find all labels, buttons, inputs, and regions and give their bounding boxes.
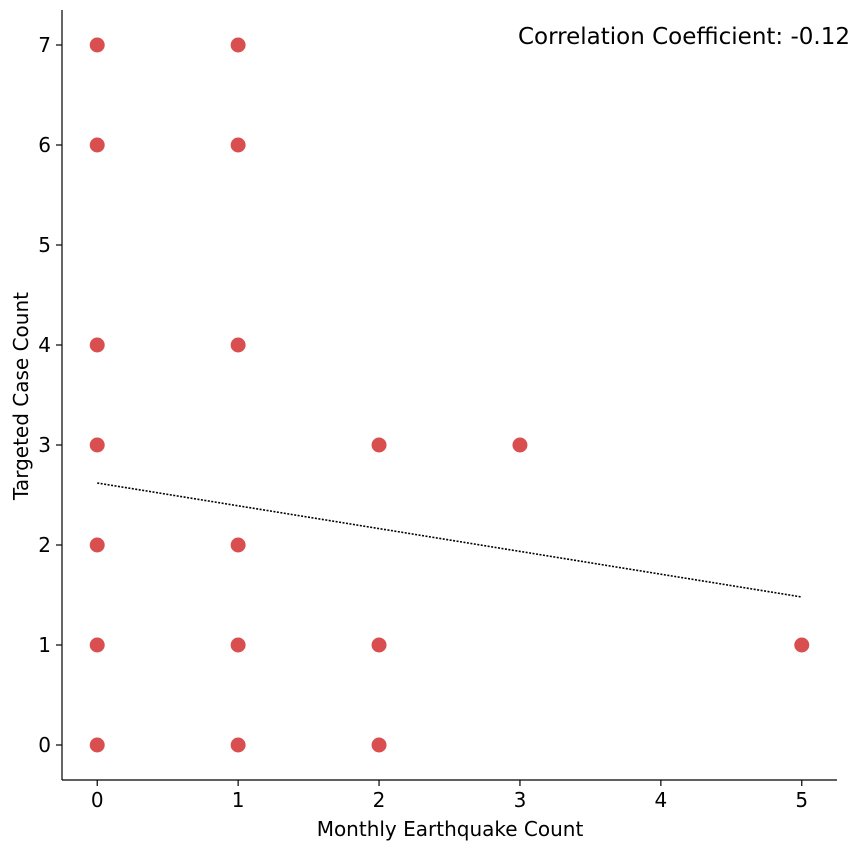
y-tick-label: 2 bbox=[38, 533, 51, 557]
x-tick-label: 4 bbox=[654, 788, 667, 812]
x-tick-label: 0 bbox=[91, 788, 104, 812]
scatter-point bbox=[230, 137, 246, 153]
scatter-point bbox=[89, 337, 105, 353]
correlation-annotation: Correlation Coefficient: -0.12 bbox=[518, 24, 850, 50]
scatter-point bbox=[89, 37, 105, 53]
x-axis-title: Monthly Earthquake Count bbox=[317, 817, 584, 841]
scatter-point bbox=[89, 137, 105, 153]
x-tick-label: 3 bbox=[514, 788, 527, 812]
scatter-point bbox=[371, 437, 387, 453]
scatter-point bbox=[230, 537, 246, 553]
scatter-point bbox=[230, 337, 246, 353]
y-tick-label: 7 bbox=[38, 33, 51, 57]
y-tick-label: 3 bbox=[38, 433, 51, 457]
scatter-point bbox=[89, 437, 105, 453]
y-tick-label: 5 bbox=[38, 233, 51, 257]
scatter-point bbox=[230, 737, 246, 753]
scatter-point bbox=[89, 637, 105, 653]
x-tick-label: 2 bbox=[373, 788, 386, 812]
x-tick-label: 1 bbox=[232, 788, 245, 812]
y-tick-label: 0 bbox=[38, 733, 51, 757]
axes: 0 1 2 3 4 5 0 1 2 3 4 5 6 7 bbox=[38, 10, 837, 812]
scatter-point bbox=[89, 737, 105, 753]
scatter-point bbox=[512, 437, 528, 453]
trend-line-group bbox=[97, 482, 802, 598]
y-tick-label: 4 bbox=[38, 333, 51, 357]
scatter-point bbox=[794, 637, 810, 653]
trend-line bbox=[97, 482, 802, 598]
scatter-point bbox=[89, 537, 105, 553]
x-tick-label: 5 bbox=[795, 788, 808, 812]
points-group bbox=[89, 37, 810, 753]
y-axis-title: Targeted Case Count bbox=[9, 292, 33, 501]
scatter-point bbox=[371, 637, 387, 653]
scatter-point bbox=[230, 637, 246, 653]
scatter-point bbox=[371, 737, 387, 753]
scatter-point bbox=[230, 37, 246, 53]
y-tick-label: 6 bbox=[38, 133, 51, 157]
y-tick-label: 1 bbox=[38, 633, 51, 657]
